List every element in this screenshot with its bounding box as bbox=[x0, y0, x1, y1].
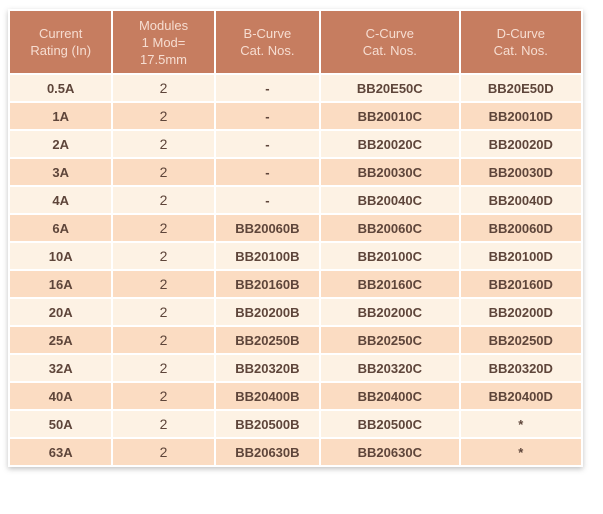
cell-b-curve: BB20160B bbox=[215, 271, 320, 297]
cell-b-curve: - bbox=[215, 159, 320, 185]
table-row: 4A 2- BB20040C BB20040D bbox=[10, 187, 581, 213]
cell-b-curve: BB20500B bbox=[215, 411, 320, 437]
table-row: 3A 2- BB20030C BB20030D bbox=[10, 159, 581, 185]
cell-c-curve: BB20200C bbox=[321, 299, 459, 325]
cell-b-curve: BB20060B bbox=[215, 215, 320, 241]
cell-modules: 2 bbox=[113, 299, 214, 325]
cell-d-curve: * bbox=[460, 439, 581, 465]
column-header-modules: Modules 1 Mod= 17.5mm bbox=[113, 11, 214, 73]
cell-modules: 2 bbox=[113, 75, 214, 101]
cell-c-curve: BB20630C bbox=[321, 439, 459, 465]
cell-modules: 2 bbox=[113, 131, 214, 157]
cell-d-curve: BB20320D bbox=[460, 355, 581, 381]
cell-current-rating: 6A bbox=[10, 215, 112, 241]
cell-b-curve: BB20400B bbox=[215, 383, 320, 409]
cell-current-rating: 0.5A bbox=[10, 75, 112, 101]
cell-c-curve: BB20320C bbox=[321, 355, 459, 381]
cell-b-curve: - bbox=[215, 187, 320, 213]
cell-modules: 2 bbox=[113, 187, 214, 213]
cell-modules: 2 bbox=[113, 103, 214, 129]
table-row: 40A 2 BB20400B BB20400C BB20400D bbox=[10, 383, 581, 409]
mcb-catalog-table: Current Rating (In) Modules 1 Mod= 17.5m… bbox=[8, 9, 583, 467]
cell-d-curve: BB20030D bbox=[460, 159, 581, 185]
column-header-b-curve: B-Curve Cat. Nos. bbox=[215, 11, 320, 73]
cell-modules: 2 bbox=[113, 159, 214, 185]
cell-c-curve: BB20400C bbox=[321, 383, 459, 409]
cell-modules: 2 bbox=[113, 271, 214, 297]
table-row: 50A 2 BB20500B BB20500C * bbox=[10, 411, 581, 437]
cell-modules: 2 bbox=[113, 215, 214, 241]
table-row: 0.5A 2- BB20E50C BB20E50D bbox=[10, 75, 581, 101]
cell-current-rating: 40A bbox=[10, 383, 112, 409]
cell-d-curve: BB20160D bbox=[460, 271, 581, 297]
cell-current-rating: 3A bbox=[10, 159, 112, 185]
cell-current-rating: 25A bbox=[10, 327, 112, 353]
cell-d-curve: * bbox=[460, 411, 581, 437]
cell-c-curve: BB20040C bbox=[321, 187, 459, 213]
cell-b-curve: - bbox=[215, 75, 320, 101]
cell-d-curve: BB20250D bbox=[460, 327, 581, 353]
cell-modules: 2 bbox=[113, 243, 214, 269]
cell-current-rating: 4A bbox=[10, 187, 112, 213]
column-header-current-rating: Current Rating (In) bbox=[10, 11, 112, 73]
table-row: 32A 2 BB20320B BB20320C BB20320D bbox=[10, 355, 581, 381]
table-row: 2A 2- BB20020C BB20020D bbox=[10, 131, 581, 157]
cell-c-curve: BB20020C bbox=[321, 131, 459, 157]
table-row: 1A 2- BB20010C BB20010D bbox=[10, 103, 581, 129]
cell-c-curve: BB20160C bbox=[321, 271, 459, 297]
cell-d-curve: BB20040D bbox=[460, 187, 581, 213]
cell-current-rating: 63A bbox=[10, 439, 112, 465]
cell-c-curve: BB20500C bbox=[321, 411, 459, 437]
cell-b-curve: BB20100B bbox=[215, 243, 320, 269]
table-row: 10A 2 BB20100B BB20100C BB20100D bbox=[10, 243, 581, 269]
column-header-c-curve: C-Curve Cat. Nos. bbox=[321, 11, 459, 73]
table-row: 6A 2 BB20060B BB20060C BB20060D bbox=[10, 215, 581, 241]
cell-d-curve: BB20020D bbox=[460, 131, 581, 157]
cell-modules: 2 bbox=[113, 355, 214, 381]
cell-c-curve: BB20100C bbox=[321, 243, 459, 269]
table-header-row: Current Rating (In) Modules 1 Mod= 17.5m… bbox=[10, 11, 581, 73]
column-header-d-curve: D-Curve Cat. Nos. bbox=[460, 11, 581, 73]
cell-current-rating: 20A bbox=[10, 299, 112, 325]
table-row: 16A 2 BB20160B BB20160C BB20160D bbox=[10, 271, 581, 297]
cell-b-curve: BB20250B bbox=[215, 327, 320, 353]
table-row: 25A 2 BB20250B BB20250C BB20250D bbox=[10, 327, 581, 353]
table-row: 20A 2 BB20200B BB20200C BB20200D bbox=[10, 299, 581, 325]
cell-b-curve: - bbox=[215, 131, 320, 157]
table-row: 63A 2 BB20630B BB20630C * bbox=[10, 439, 581, 465]
cell-c-curve: BB20030C bbox=[321, 159, 459, 185]
table-body: 0.5A 2- BB20E50C BB20E50D 1A 2- BB20010C BB2001… bbox=[10, 75, 581, 465]
cell-current-rating: 1A bbox=[10, 103, 112, 129]
cell-modules: 2 bbox=[113, 439, 214, 465]
cell-modules: 2 bbox=[113, 327, 214, 353]
cell-current-rating: 16A bbox=[10, 271, 112, 297]
cell-d-curve: BB20010D bbox=[460, 103, 581, 129]
cell-current-rating: 50A bbox=[10, 411, 112, 437]
cell-c-curve: BB20060C bbox=[321, 215, 459, 241]
cell-current-rating: 10A bbox=[10, 243, 112, 269]
cell-b-curve: BB20200B bbox=[215, 299, 320, 325]
cell-d-curve: BB20100D bbox=[460, 243, 581, 269]
cell-current-rating: 32A bbox=[10, 355, 112, 381]
cell-d-curve: BB20200D bbox=[460, 299, 581, 325]
cell-c-curve: BB20E50C bbox=[321, 75, 459, 101]
cell-c-curve: BB20250C bbox=[321, 327, 459, 353]
cell-d-curve: BB20E50D bbox=[460, 75, 581, 101]
cell-c-curve: BB20010C bbox=[321, 103, 459, 129]
cell-modules: 2 bbox=[113, 411, 214, 437]
cell-b-curve: BB20630B bbox=[215, 439, 320, 465]
cell-modules: 2 bbox=[113, 383, 214, 409]
cell-b-curve: - bbox=[215, 103, 320, 129]
cell-b-curve: BB20320B bbox=[215, 355, 320, 381]
cell-d-curve: BB20400D bbox=[460, 383, 581, 409]
cell-current-rating: 2A bbox=[10, 131, 112, 157]
cell-d-curve: BB20060D bbox=[460, 215, 581, 241]
